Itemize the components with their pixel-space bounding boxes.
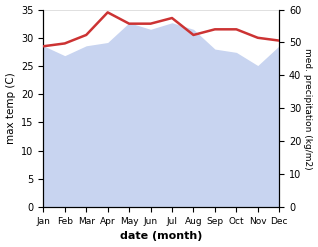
Y-axis label: max temp (C): max temp (C): [5, 72, 16, 144]
X-axis label: date (month): date (month): [120, 231, 203, 242]
Y-axis label: med. precipitation (kg/m2): med. precipitation (kg/m2): [303, 48, 313, 169]
